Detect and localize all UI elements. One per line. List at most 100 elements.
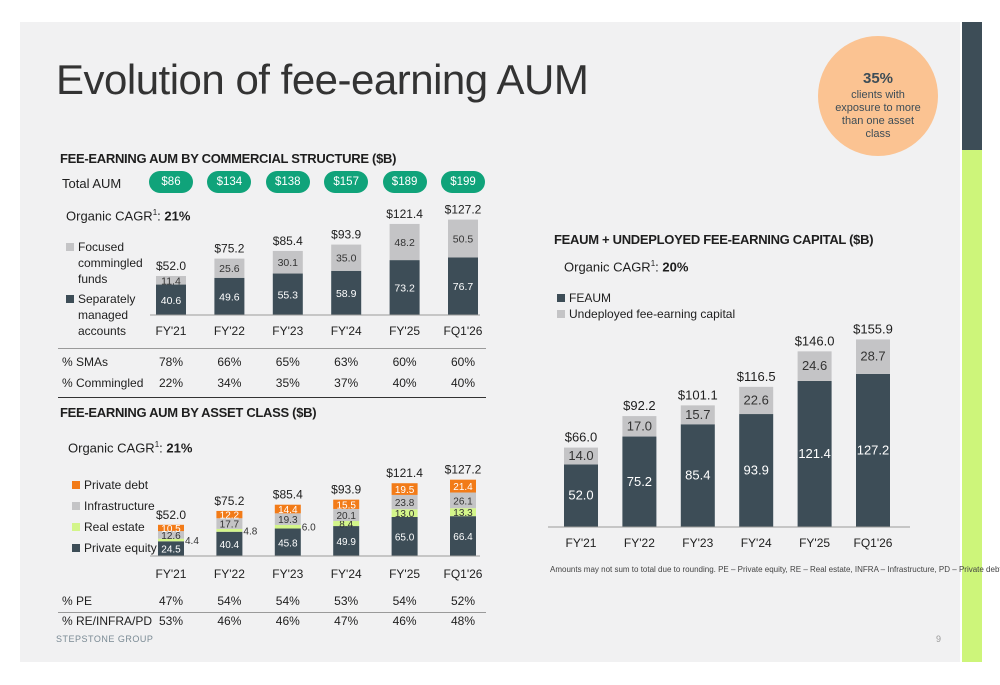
footnote: Amounts may not sum to total due to roun… bbox=[550, 565, 1000, 574]
bar-asset-pd-2 bbox=[274, 504, 301, 514]
bar-commercial-commingled-2 bbox=[272, 250, 303, 274]
x-tick-commercial-1: FY'22 bbox=[214, 324, 245, 338]
brand-logo-text: STEPSTONE GROUP bbox=[56, 634, 154, 644]
x-tick-asset-5: FQ1'26 bbox=[444, 567, 483, 581]
legend-item-feaum: FEAUM bbox=[557, 290, 735, 306]
data-label-feaum-undeployed-3: 22.6 bbox=[744, 392, 769, 407]
stat-bubble-value: 35% bbox=[862, 70, 894, 87]
bar-commercial-sma-2 bbox=[272, 273, 303, 315]
chart2-legend: Private debt Infrastructure Real estate … bbox=[72, 475, 157, 559]
row-value-rows2-0-2: 54% bbox=[275, 594, 300, 608]
chart3-title: FEAUM + UNDEPLOYED FEE-EARNING CAPITAL (… bbox=[554, 232, 874, 247]
bar-feaum-undeployed-5 bbox=[856, 339, 890, 374]
total-label-asset-2: $85.4 bbox=[273, 488, 303, 502]
data-label-asset-pe-1: 40.4 bbox=[220, 540, 240, 551]
data-label-asset-pe-5: 66.4 bbox=[453, 532, 473, 543]
section-divider bbox=[58, 397, 486, 398]
bar-asset-re-3 bbox=[333, 521, 360, 527]
row-value-rows2-0-1: 54% bbox=[217, 594, 242, 608]
data-label-feaum-undeployed-2: 15.7 bbox=[685, 407, 710, 422]
data-label-commercial-sma-4: 73.2 bbox=[394, 283, 415, 295]
row-value-rows2-0-0: 47% bbox=[158, 594, 184, 608]
legend-item-infrastructure: Infrastructure bbox=[72, 496, 157, 517]
bar-commercial-commingled-1 bbox=[214, 258, 245, 278]
row-label-rows1-1: % Commingled bbox=[62, 376, 144, 390]
chart1-cagr: Organic CAGR1: 21% bbox=[66, 208, 191, 224]
data-label-feaum-undeployed-5: 28.7 bbox=[860, 349, 885, 364]
row-value-rows1-1-1: 34% bbox=[217, 376, 242, 390]
bar-asset-re-1 bbox=[216, 528, 243, 532]
x-tick-asset-3: FY'24 bbox=[331, 567, 362, 581]
bar-commercial-commingled-3 bbox=[331, 244, 362, 271]
total-label-asset-0: $52.0 bbox=[156, 508, 186, 522]
bar-asset-re-4 bbox=[391, 509, 418, 517]
chart1-row-divider bbox=[58, 348, 486, 349]
bar-asset-pe-0 bbox=[158, 541, 184, 556]
total-label-commercial-1: $75.2 bbox=[214, 242, 244, 256]
row-label-rows2-0: % PE bbox=[62, 594, 93, 608]
total-label-commercial-0: $52.0 bbox=[156, 259, 186, 273]
data-label-asset-pe-4: 65.0 bbox=[395, 533, 415, 544]
x-tick-asset-0: FY'21 bbox=[156, 567, 187, 581]
x-tick-feaum-3: FY'24 bbox=[741, 536, 772, 550]
accent-bar-green bbox=[962, 150, 982, 662]
total-label-feaum-5: $155.9 bbox=[853, 321, 893, 336]
bar-commercial-sma-4 bbox=[389, 260, 420, 315]
row-value-rows1-1-5: 40% bbox=[450, 376, 476, 390]
data-label-commercial-commingled-1: 25.6 bbox=[219, 263, 240, 275]
bar-asset-pd-4 bbox=[391, 483, 418, 495]
data-label-feaum-feaum-3: 93.9 bbox=[744, 463, 769, 478]
row-label-rows2-1: % RE/INFRA/PD bbox=[62, 614, 153, 628]
bar-asset-infra-4 bbox=[391, 494, 418, 510]
page-number: 9 bbox=[936, 634, 942, 644]
chart2-title: FEE-EARNING AUM BY ASSET CLASS ($B) bbox=[60, 405, 317, 420]
total-aum-pill-2: $138 bbox=[265, 171, 310, 193]
x-tick-asset-4: FY'25 bbox=[389, 567, 420, 581]
bar-asset-infra-3 bbox=[333, 508, 360, 522]
data-label-asset-infra-5: 26.1 bbox=[453, 496, 473, 507]
bar-asset-pe-5 bbox=[450, 516, 476, 556]
data-label-feaum-feaum-2: 85.4 bbox=[685, 468, 710, 483]
data-label-feaum-feaum-1: 75.2 bbox=[627, 474, 652, 489]
bar-asset-pd-3 bbox=[333, 499, 360, 509]
bar-asset-re-2 bbox=[274, 524, 301, 529]
chart3-cagr: Organic CAGR1: 20% bbox=[564, 259, 689, 275]
data-label-asset-pe-2: 45.8 bbox=[278, 538, 298, 549]
data-label-asset-infra-3: 20.1 bbox=[336, 511, 356, 522]
row-value-rows1-0-5: 60% bbox=[450, 355, 476, 369]
data-label-feaum-feaum-4: 121.4 bbox=[798, 446, 831, 461]
stat-bubble: 35% clients with exposure to more than o… bbox=[818, 36, 938, 156]
chart2-cagr: Organic CAGR1: 21% bbox=[68, 440, 193, 456]
bar-asset-pe-1 bbox=[216, 531, 243, 556]
bar-feaum-undeployed-4 bbox=[797, 351, 832, 381]
total-label-feaum-3: $116.5 bbox=[737, 369, 776, 384]
bar-feaum-undeployed-3 bbox=[739, 386, 774, 415]
data-label-feaum-feaum-5: 127.2 bbox=[857, 442, 890, 457]
total-aum-pill-1: $134 bbox=[207, 171, 252, 193]
total-label-commercial-2: $85.4 bbox=[273, 234, 303, 248]
bar-commercial-commingled-4 bbox=[389, 223, 420, 261]
data-label-asset-pd-4: 19.5 bbox=[395, 485, 415, 496]
total-aum-pill-0: $86 bbox=[149, 171, 193, 193]
total-label-feaum-2: $101.1 bbox=[678, 387, 718, 402]
bar-commercial-sma-3 bbox=[331, 270, 362, 315]
data-label-asset-pd-3: 15.5 bbox=[336, 500, 356, 511]
data-label-asset-re-5: 13.3 bbox=[453, 508, 473, 519]
data-label-feaum-undeployed-4: 24.6 bbox=[802, 358, 827, 373]
row-value-rows2-1-3: 47% bbox=[334, 614, 359, 628]
row-value-rows1-1-4: 40% bbox=[392, 376, 417, 390]
x-tick-commercial-0: FY'21 bbox=[156, 324, 187, 338]
row-value-rows1-0-2: 65% bbox=[275, 355, 300, 369]
row-label-rows1-0: % SMAs bbox=[62, 355, 109, 369]
data-label-commercial-sma-5: 76.7 bbox=[453, 281, 474, 293]
bar-asset-infra-5 bbox=[450, 492, 476, 509]
data-label-asset-infra-2: 19.3 bbox=[278, 515, 298, 526]
row-value-rows1-0-3: 63% bbox=[334, 355, 359, 369]
data-label-asset-re-2: 6.0 bbox=[302, 523, 316, 534]
data-label-asset-infra-0: 12.6 bbox=[161, 531, 181, 542]
x-tick-commercial-5: FQ1'26 bbox=[444, 324, 483, 338]
row-value-rows1-1-3: 37% bbox=[334, 376, 359, 390]
bar-commercial-commingled-5 bbox=[448, 219, 478, 258]
legend-item-private-equity: Private equity bbox=[72, 538, 157, 559]
